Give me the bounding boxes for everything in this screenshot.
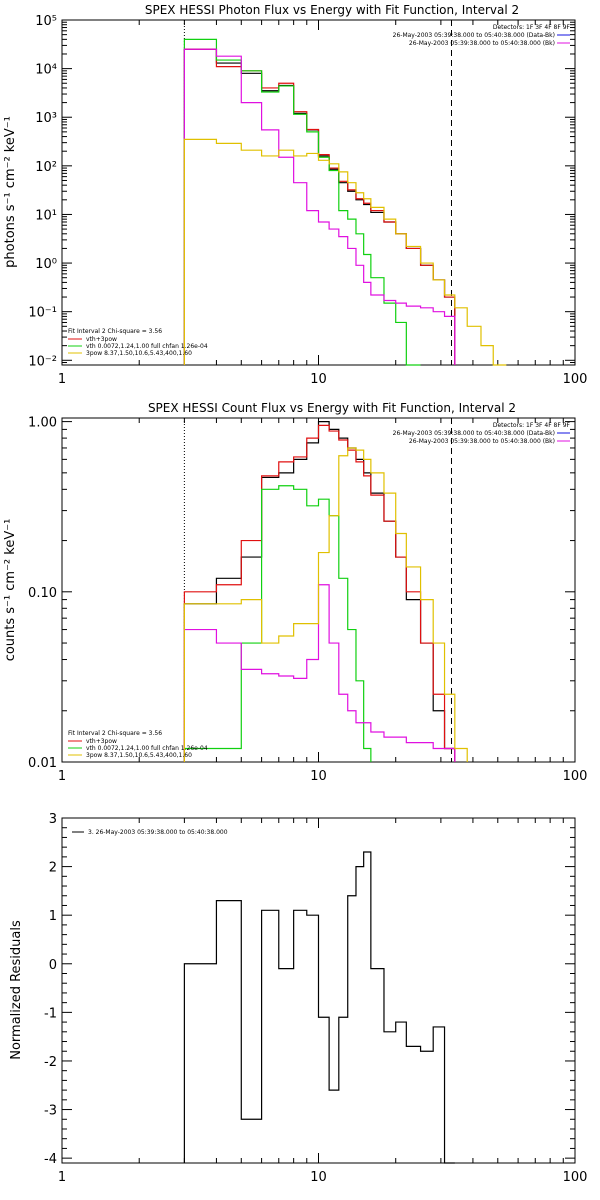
y-tick-label: 10¹ — [35, 208, 57, 223]
y-tick-label: 0.01 — [28, 756, 57, 771]
residuals-y-tick-labels: -4 -3 -2 -1 0 1 2 3 — [44, 812, 57, 1167]
x-tick-label: 100 — [563, 769, 588, 784]
count-x-tick-labels: 1 10 100 — [58, 769, 588, 784]
photon-legend-detectors: Detectors: 1F 3F 4F 8F 9F — [493, 24, 571, 31]
count-axis-ticks — [61, 418, 575, 763]
count-legend-fit: Fit Interval 2 Chi-square = 3.56 — [68, 730, 162, 737]
photon-y-axis-label: photons s⁻¹ cm⁻² keV⁻¹ — [3, 116, 18, 268]
photon-legend-top: Detectors: 1F 3F 4F 8F 9F 26-May-2003 05… — [393, 24, 571, 47]
x-tick-label: 1 — [58, 769, 66, 784]
photon-series — [183, 38, 507, 366]
y-tick-label: -3 — [44, 1104, 57, 1119]
y-tick-label: 10⁻¹ — [28, 306, 57, 321]
count-legend-red: vth+3pow — [86, 738, 117, 745]
x-tick-label: 1 — [58, 372, 66, 387]
photon-legend-data-bk: 26-May-2003 05:39:38.000 to 05:40:38.000… — [393, 32, 555, 39]
series-green — [183, 485, 372, 762]
photon-y-tick-labels: 10⁻² 10⁻¹ 10⁰ 10¹ 10² 10³ 10⁴ 10⁵ — [28, 14, 57, 369]
series-red — [183, 424, 456, 762]
count-marker-lines — [183, 418, 452, 762]
y-tick-label: 2 — [49, 861, 57, 876]
series-black — [183, 851, 455, 1164]
series-yellow — [183, 447, 468, 762]
y-tick-label: 0 — [49, 958, 57, 973]
x-tick-label: 100 — [563, 372, 588, 387]
photon-marker-lines — [183, 20, 452, 365]
y-tick-label: 3 — [49, 812, 57, 827]
count-legend-yellow: 3pow 8.37,1.50,10.6,5.43,400,1.60 — [86, 752, 192, 759]
photon-legend-fit: Fit Interval 2 Chi-square = 3.56 — [68, 328, 162, 335]
series-green — [183, 38, 421, 366]
count-legend-top: Detectors: 1F 3F 4F 8F 9F 26-May-2003 05… — [393, 422, 571, 445]
count-legend-data-bk: 26-May-2003 05:39:38.000 to 05:40:38.000… — [393, 430, 555, 437]
series-yellow — [183, 138, 507, 366]
y-tick-label: -1 — [44, 1006, 57, 1021]
series-magenta — [183, 48, 456, 365]
photon-flux-panel: SPEX HESSI Photon Flux vs Energy with Fi… — [3, 3, 587, 387]
x-tick-label: 100 — [563, 1170, 588, 1185]
residuals-series — [183, 851, 455, 1164]
y-tick-label: 10³ — [35, 111, 57, 126]
count-flux-panel: SPEX HESSI Count Flux vs Energy with Fit… — [3, 401, 587, 784]
residuals-axis-ticks — [61, 817, 575, 1163]
y-tick-label: 10⁻² — [28, 354, 57, 369]
photon-legend-green: vth 0.0072,1.24,1.00 full chfan 1.26e-04 — [86, 343, 208, 350]
x-tick-label: 10 — [310, 769, 327, 784]
y-tick-label: 0.10 — [28, 586, 57, 601]
photon-legend-bottom: Fit Interval 2 Chi-square = 3.56 vth+3po… — [68, 328, 208, 357]
residuals-panel: 1 10 100 -4 -3 -2 -1 0 1 2 3 Normalized Residuals… — [9, 812, 587, 1185]
count-chart-title: SPEX HESSI Count Flux vs Energy with Fit… — [148, 401, 516, 415]
photon-axis-ticks — [61, 19, 575, 366]
residuals-x-tick-labels: 1 10 100 — [58, 1170, 588, 1185]
count-y-tick-labels: 0.01 0.10 1.00 — [28, 416, 57, 771]
photon-plot-frame — [61, 19, 576, 366]
y-tick-label: 10⁰ — [35, 257, 57, 272]
residuals-legend: 3. 26-May-2003 05:39:38.000 to 05:40:38.… — [72, 829, 228, 836]
y-tick-label: -4 — [44, 1152, 57, 1167]
residuals-legend-label: 3. 26-May-2003 05:39:38.000 to 05:40:38.… — [88, 829, 228, 836]
y-tick-label: 10² — [35, 160, 57, 175]
x-tick-label: 10 — [310, 1170, 327, 1185]
x-tick-label: 10 — [310, 372, 327, 387]
count-legend-detectors: Detectors: 1F 3F 4F 8F 9F — [493, 422, 571, 429]
photon-legend-bk: 26-May-2003 05:39:38.000 to 05:40:38.000… — [409, 40, 555, 47]
count-legend-bottom: Fit Interval 2 Chi-square = 3.56 vth+3po… — [68, 730, 208, 759]
series-magenta — [183, 584, 456, 762]
y-tick-label: 10⁵ — [35, 14, 57, 29]
y-tick-label: 1 — [49, 909, 57, 924]
photon-x-tick-labels: 1 10 100 — [58, 372, 588, 387]
series-red — [183, 48, 456, 365]
count-y-axis-label: counts s⁻¹ cm⁻² keV⁻¹ — [3, 519, 18, 662]
y-tick-label: 10⁴ — [35, 63, 57, 78]
count-legend-bk: 26-May-2003 05:39:38.000 to 05:40:38.000… — [409, 438, 555, 445]
count-series — [183, 421, 468, 762]
series-black — [183, 48, 456, 365]
photon-legend-yellow: 3pow 8.37,1.50,10.6,5.43,400,1.60 — [86, 350, 192, 357]
photon-legend-red: vth+3pow — [86, 336, 117, 343]
residuals-y-axis-label: Normalized Residuals — [9, 920, 24, 1060]
x-tick-label: 1 — [58, 1170, 66, 1185]
y-tick-label: -2 — [44, 1055, 57, 1070]
photon-chart-title: SPEX HESSI Photon Flux vs Energy with Fi… — [145, 3, 519, 17]
y-tick-label: 1.00 — [28, 416, 57, 431]
count-legend-green: vth 0.0072,1.24,1.00 full chfan 1.26e-04 — [86, 745, 208, 752]
